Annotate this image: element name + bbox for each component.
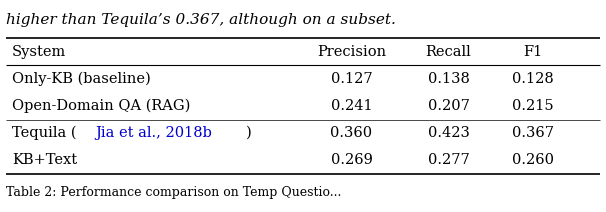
Text: 0.367: 0.367 [512,126,554,140]
Text: 0.360: 0.360 [330,126,373,140]
Text: Recall: Recall [425,45,471,59]
Text: 0.128: 0.128 [513,72,554,86]
Text: 0.260: 0.260 [512,153,554,167]
Text: 0.241: 0.241 [331,99,372,113]
Text: 0.423: 0.423 [427,126,470,140]
Text: KB+Text: KB+Text [12,153,77,167]
Text: F1: F1 [524,45,543,59]
Text: Jia et al., 2018b: Jia et al., 2018b [95,126,212,140]
Text: 0.138: 0.138 [427,72,470,86]
Text: Table 2: Performance comparison on Temp Questio...: Table 2: Performance comparison on Temp … [6,186,341,199]
Text: 0.207: 0.207 [427,99,470,113]
Text: Tequila (: Tequila ( [12,126,76,140]
Text: Precision: Precision [317,45,386,59]
Text: 0.269: 0.269 [330,153,373,167]
Text: Open-Domain QA (RAG): Open-Domain QA (RAG) [12,99,190,113]
Text: Only-KB (baseline): Only-KB (baseline) [12,72,151,86]
Text: ): ) [246,126,252,140]
Text: 0.277: 0.277 [428,153,469,167]
Text: 0.215: 0.215 [513,99,554,113]
Text: higher than Tequila’s 0.367, although on a subset.: higher than Tequila’s 0.367, although on… [6,13,396,27]
Text: System: System [12,45,67,59]
Text: 0.127: 0.127 [331,72,372,86]
